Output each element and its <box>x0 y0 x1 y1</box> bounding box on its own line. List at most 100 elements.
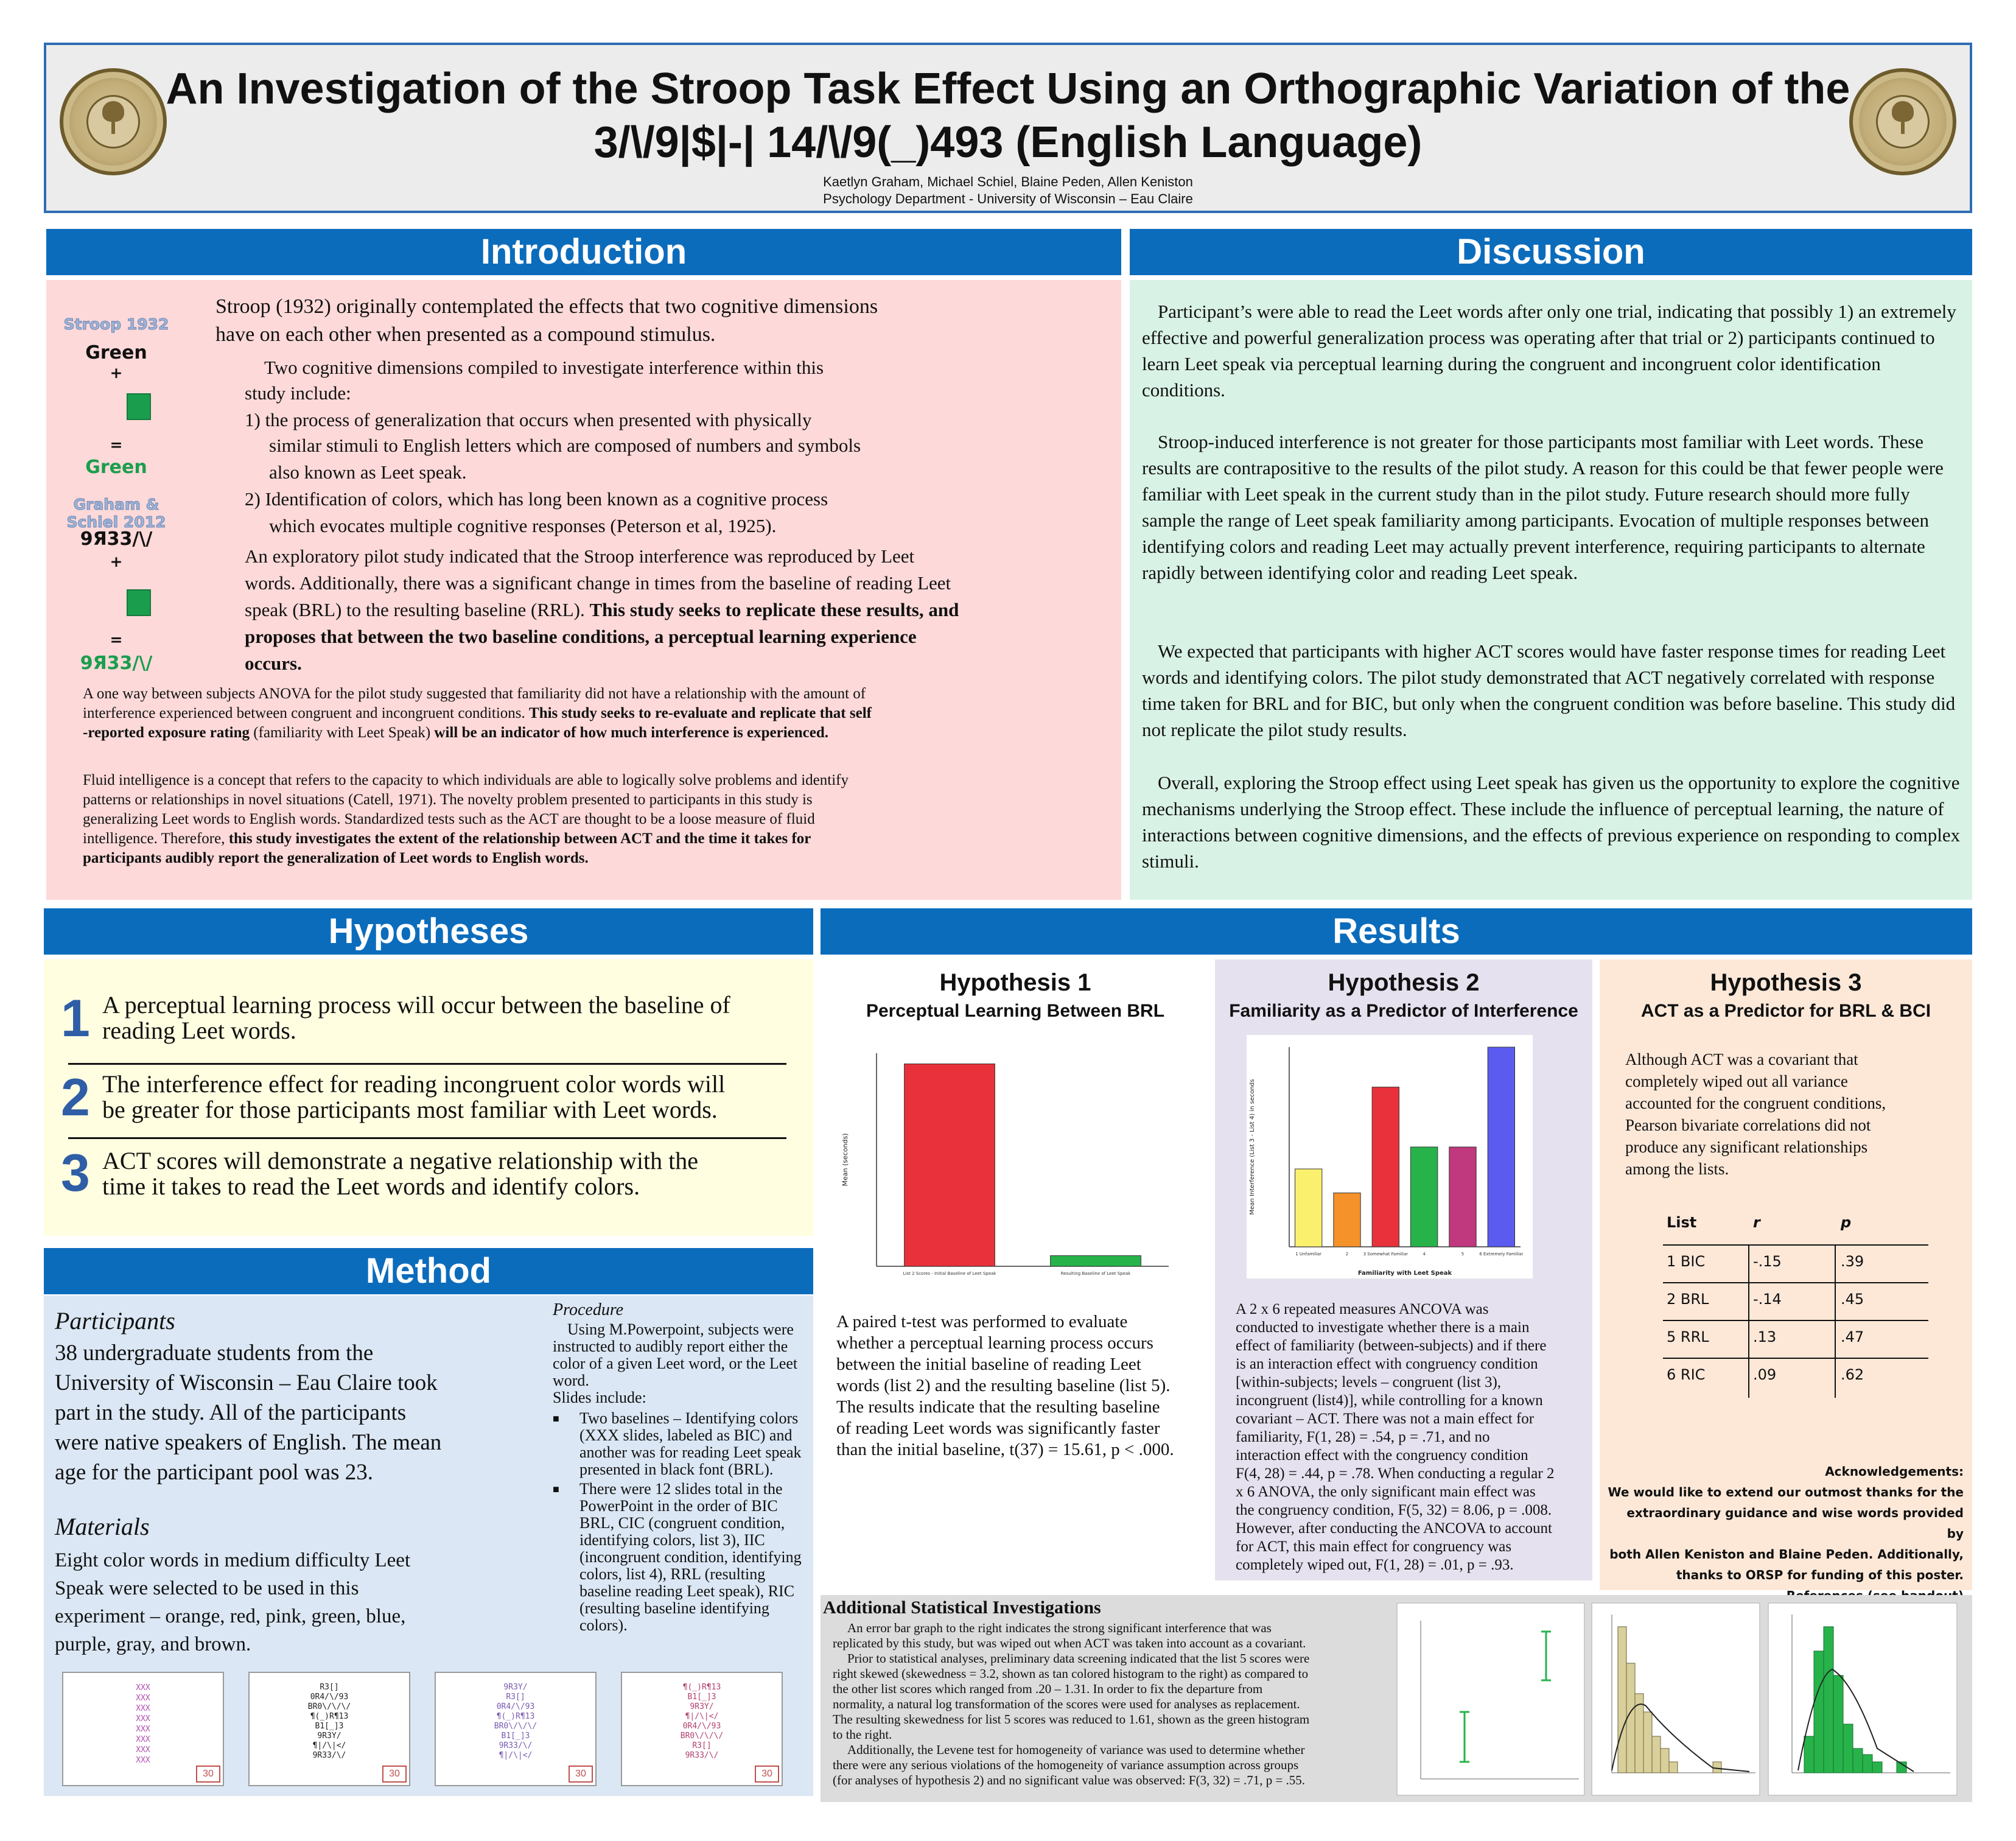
intro-p3e: occurs. <box>245 653 302 674</box>
stroop-word: Green <box>85 342 147 363</box>
additional-text: An error bar graph to the right indicate… <box>833 1621 1310 1787</box>
intro-p3a: An exploratory pilot study indicated tha… <box>245 545 915 567</box>
slide-text: XXX XXX XXX XXX XXX XXX XXX XXX <box>136 1683 150 1765</box>
table-cell: 2 BRL <box>1667 1291 1709 1308</box>
bar <box>1050 1255 1141 1267</box>
intro-p2g: which evocates multiple cognitive respon… <box>269 515 777 536</box>
error-bar-graph <box>1396 1602 1585 1796</box>
hypotheses-panel: 1 A perceptual learning process will occ… <box>44 959 813 1236</box>
hypothesis-3-panel <box>1600 959 1972 1590</box>
table-rule <box>1663 1320 1928 1321</box>
hypothesis-1: A perceptual learning process will occur… <box>102 991 730 1044</box>
discussion-p4: Overall, exploring the Stroop effect usi… <box>1142 772 1961 872</box>
slide-thumbnail: XXX XXX XXX XXX XXX XXX XXX XXX 30 <box>62 1672 224 1786</box>
bar <box>1449 1146 1477 1247</box>
category-label: List 2 Scores - Initial Baseline of Leet… <box>903 1271 997 1276</box>
hypothesis-3-text: Although ACT was a covariant that complet… <box>1625 1050 1886 1178</box>
hypothesis-number-3: 3 <box>61 1144 90 1202</box>
table-rule <box>1748 1244 1749 1398</box>
category-label: 6 Extremely Familiar <box>1479 1252 1523 1257</box>
x-axis-label: Familiarity with Leet Speak <box>1358 1270 1452 1277</box>
stroop-1932-label: Stroop 1932 <box>63 315 169 334</box>
category-label: 5 <box>1461 1252 1464 1257</box>
university-seal-right-icon <box>1849 68 1956 175</box>
hypothesis-3-title: Hypothesis 3 <box>1710 969 1862 996</box>
slide-thumbnail: R3[] 0R4/\/93 BR0\/\/\/ ¶(_)R¶13 B1[_]3 … <box>248 1672 410 1786</box>
intro-p3d: proposes that between the two baseline c… <box>245 626 917 647</box>
equals-sign: = <box>110 436 123 454</box>
intro-p4: A one way between subjects ANOVA for the… <box>83 686 872 741</box>
introduction-heading: Introduction <box>46 229 1121 275</box>
slide-text: R3[] 0R4/\/93 BR0\/\/\/ ¶(_)R¶13 B1[_]3 … <box>307 1683 351 1760</box>
hypothesis-1-title: Hypothesis 1 <box>939 969 1091 996</box>
list5-histogram <box>1591 1602 1760 1796</box>
intro-p1b: have on each other when presented as a c… <box>215 323 716 346</box>
slide-number: 30 <box>196 1766 220 1783</box>
y-axis-label: Mean Interference (List 3 - List 4) in s… <box>1249 1079 1256 1215</box>
hypothesis-2-subtitle: Familiarity as a Predictor of Interferen… <box>1229 1001 1578 1021</box>
intro-p2e: also known as Leet speak. <box>269 461 467 483</box>
leet-word: 9Я33/\/ <box>80 528 153 550</box>
table-header-list: List <box>1667 1214 1697 1231</box>
authors: Kaetlyn Graham, Michael Schiel, Blaine P… <box>823 174 1193 189</box>
hypothesis-2-text: A 2 x 6 repeated measures ANCOVA was cond… <box>1236 1301 1555 1573</box>
table-header-p: p <box>1841 1214 1852 1231</box>
bar <box>1371 1087 1400 1247</box>
table-cell: .45 <box>1841 1291 1864 1308</box>
intro-p2b: study include: <box>245 382 351 404</box>
slide-text: 9R3Y/ R3[] 0R4/\/93 ¶(_)R¶13 BR0\/\/\/ B… <box>494 1683 537 1760</box>
participants-text: 38 undergraduate students from the Univer… <box>55 1341 442 1485</box>
hypothesis-1-text: A paired t-test was performed to evaluat… <box>836 1312 1174 1459</box>
category-label: 1 Unfamiliar <box>1295 1252 1321 1257</box>
participants-heading: Participants <box>55 1307 175 1334</box>
intro-p3b: words. Additionally, there was a signifi… <box>245 572 951 594</box>
hypothesis-2: The interference effect for reading inco… <box>102 1070 726 1123</box>
additional-statistics-panel: Additional Statistical Investigations An… <box>821 1595 1972 1802</box>
hypothesis-number-1: 1 <box>61 989 90 1048</box>
intro-p2d: similar stimuli to English letters which… <box>269 435 861 456</box>
poster-title-line1: An Investigation of the Stroop Task Effe… <box>166 65 1850 113</box>
table-cell: .09 <box>1753 1366 1777 1383</box>
table-rule <box>1663 1282 1928 1283</box>
table-rule <box>1663 1358 1928 1359</box>
divider <box>68 1137 786 1139</box>
intro-p5: Fluid intelligence is a concept that ref… <box>83 772 849 866</box>
slide-number: 30 <box>382 1766 407 1783</box>
discussion-heading: Discussion <box>1130 229 1972 275</box>
intro-p2f: 2) Identification of colors, which has l… <box>245 488 828 510</box>
intro-p2c: 1) the process of generalization that oc… <box>245 409 812 430</box>
slide-number: 30 <box>755 1766 779 1783</box>
stroop-result-word: Green <box>85 457 147 478</box>
bar <box>1410 1146 1438 1247</box>
procedure-bullet-1: ■ Two baselines – Identifying colors (XXX… <box>553 1409 802 1478</box>
table-rule <box>1835 1244 1836 1398</box>
green-square-icon-2 <box>127 589 151 616</box>
procedure-text: Using M.Powerpoint, subjects were instruc… <box>553 1320 798 1406</box>
procedure-heading: Procedure <box>553 1300 624 1319</box>
hypothesis-2-bar-chart: 1 Unfamiliar 2 3 Somewhat Familiar 4 5 6 Extr… <box>1247 1035 1533 1278</box>
table-cell: 1 BIC <box>1667 1253 1706 1270</box>
equals-sign-2: = <box>110 631 123 648</box>
leet-result-word: 9Я33/\/ <box>80 653 153 674</box>
divider <box>68 1063 786 1065</box>
table-cell: .39 <box>1841 1253 1864 1270</box>
intro-p3c: speak (BRL) to the resulting baseline (R… <box>245 599 959 620</box>
table-cell: -.14 <box>1753 1291 1782 1308</box>
hypothesis-number-2: 2 <box>61 1068 90 1127</box>
table-cell: -.15 <box>1753 1253 1782 1270</box>
green-square-icon <box>127 393 151 420</box>
category-label: Resulting Baseline of Leet Speak <box>1061 1271 1131 1276</box>
introduction-panel: Stroop 1932 Green + = Green Graham & Sch… <box>46 280 1121 900</box>
hypothesis-3: ACT scores will demonstrate a negative r… <box>102 1147 699 1200</box>
additional-title: Additional Statistical Investigations <box>823 1597 1101 1618</box>
hypothesis-1-subtitle: Perceptual Learning Between BRL <box>866 1001 1165 1021</box>
hypothesis-3-subtitle: ACT as a Predictor for BRL & BCI <box>1640 1001 1931 1021</box>
bar <box>1295 1168 1323 1247</box>
poster-title-line2: 3/\/9|$|-| 14/\/9(_)493 (English Languag… <box>593 118 1423 167</box>
table-cell: 5 RRL <box>1667 1328 1709 1345</box>
slide-text: ¶(_)R¶13 B1[_]3 9R3Y/ ¶|/\|</ 0R4/\/93 B… <box>680 1683 724 1760</box>
intro-p2: Two cognitive dimensions compiled to inv… <box>264 357 824 378</box>
plus-sign: + <box>110 364 123 382</box>
discussion-p1: Participant’s were able to read the Leet… <box>1142 301 1956 401</box>
graham-schiel-label: Graham & Schiel 2012 <box>66 496 166 531</box>
